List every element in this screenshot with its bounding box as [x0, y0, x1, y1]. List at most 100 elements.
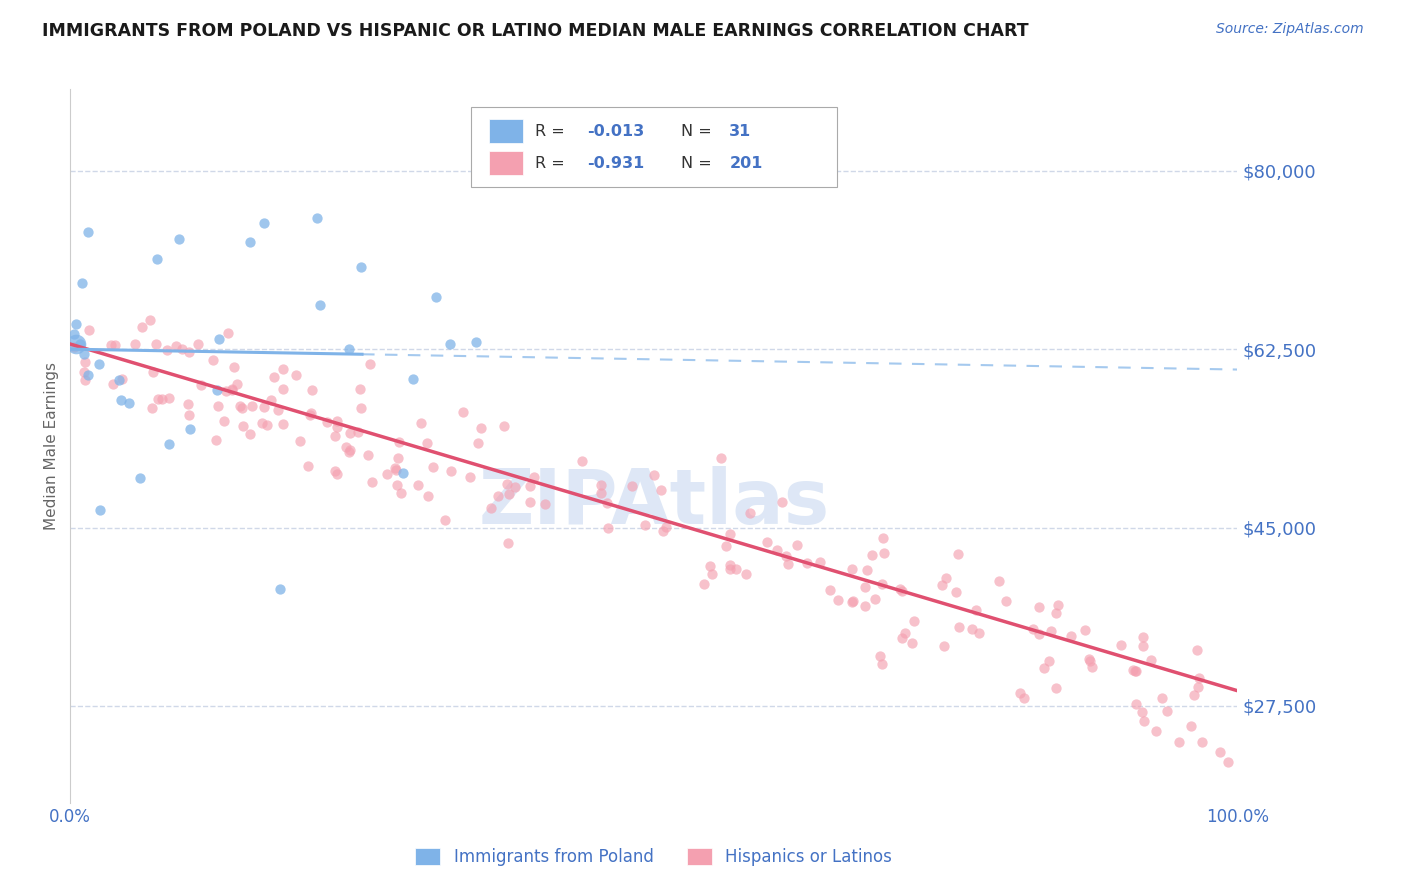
Point: [208, 332, 231, 346]
Point: [1074, 624, 1097, 638]
Point: [827, 592, 849, 607]
Text: N =: N =: [682, 124, 717, 138]
Text: -0.931: -0.931: [586, 156, 644, 170]
Point: [131, 320, 153, 334]
Point: [1028, 599, 1050, 614]
Point: [841, 561, 863, 575]
Point: [273, 417, 295, 431]
Point: [523, 470, 546, 484]
Point: [1038, 654, 1060, 668]
Point: [326, 414, 349, 428]
Point: [221, 382, 243, 396]
Point: [141, 401, 163, 415]
Point: [335, 441, 357, 455]
Point: [207, 399, 229, 413]
Point: [818, 583, 841, 598]
Point: [349, 260, 371, 274]
Point: [89, 358, 111, 372]
Point: [439, 337, 461, 351]
Point: [101, 377, 124, 392]
Point: [494, 419, 516, 434]
Point: [1209, 745, 1232, 759]
Point: [735, 567, 758, 582]
Point: [392, 466, 415, 480]
Point: [479, 500, 502, 515]
Point: [1180, 719, 1202, 733]
Point: [1045, 606, 1067, 620]
Point: [693, 577, 716, 591]
Point: [406, 478, 429, 492]
Point: [190, 378, 212, 392]
Point: [891, 632, 914, 646]
Point: [1077, 652, 1099, 666]
Point: [962, 622, 984, 636]
Point: [1045, 681, 1067, 696]
Point: [1080, 660, 1102, 674]
Point: [650, 483, 672, 497]
Point: [1046, 598, 1069, 612]
Point: [934, 639, 956, 653]
Point: [755, 534, 778, 549]
Point: [231, 401, 253, 415]
Point: [596, 521, 619, 535]
Point: [860, 549, 883, 563]
Point: [62, 340, 84, 354]
Point: [724, 561, 747, 575]
Point: [796, 556, 818, 570]
Point: [242, 400, 264, 414]
Point: [267, 403, 290, 417]
Point: [766, 542, 789, 557]
Point: [891, 584, 914, 599]
Point: [853, 599, 876, 614]
Point: [205, 433, 228, 447]
Point: [988, 574, 1011, 588]
Point: [217, 326, 239, 340]
Point: [901, 636, 924, 650]
Point: [870, 657, 893, 672]
Point: [770, 494, 793, 508]
Text: -0.013: -0.013: [586, 124, 644, 138]
Point: [534, 496, 557, 510]
Point: [146, 252, 169, 266]
Point: [76, 225, 98, 239]
Point: [889, 582, 911, 596]
Point: [718, 562, 741, 576]
Point: [873, 546, 896, 560]
Point: [856, 563, 879, 577]
Point: [316, 415, 339, 429]
Point: [841, 594, 863, 608]
Point: [700, 566, 723, 581]
Point: [1028, 627, 1050, 641]
Point: [337, 444, 360, 458]
Point: [486, 489, 509, 503]
Point: [253, 215, 276, 229]
Point: [221, 383, 243, 397]
Text: N =: N =: [682, 156, 717, 170]
Point: [519, 494, 541, 508]
Point: [872, 532, 894, 546]
Point: [416, 436, 439, 450]
Point: [226, 377, 249, 392]
Point: [337, 342, 360, 356]
Point: [1039, 624, 1062, 638]
Point: [157, 436, 180, 450]
Point: [89, 502, 111, 516]
Point: [239, 235, 262, 250]
Point: [75, 354, 97, 368]
FancyBboxPatch shape: [489, 120, 523, 143]
Point: [440, 464, 463, 478]
Point: [643, 468, 665, 483]
Point: [1125, 697, 1147, 711]
Point: [326, 467, 349, 481]
Point: [166, 338, 188, 352]
Point: [591, 478, 613, 492]
Point: [994, 594, 1017, 608]
Point: [1132, 630, 1154, 644]
Point: [1216, 755, 1239, 769]
Point: [323, 429, 346, 443]
Point: [271, 361, 294, 376]
Point: [273, 382, 295, 396]
Point: [870, 577, 893, 591]
Text: R =: R =: [536, 156, 571, 170]
Point: [142, 365, 165, 379]
